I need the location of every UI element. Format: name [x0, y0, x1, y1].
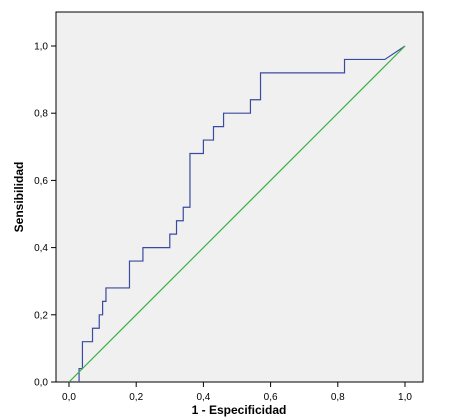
y-tick-label: 1,0 — [34, 42, 48, 53]
roc-curve-line — [78, 45, 406, 382]
y-tick-label: 0,2 — [34, 310, 48, 321]
y-tick-label: 0,6 — [34, 176, 48, 187]
series-group — [68, 45, 406, 383]
y-tick-label: 0,8 — [34, 109, 48, 120]
x-tick-label: 0,2 — [129, 392, 143, 403]
x-tick-label: 0,4 — [196, 392, 210, 403]
x-axis-title: 1 - Especificidad — [192, 403, 287, 417]
y-tick-label: 0,0 — [34, 378, 48, 389]
x-ticks: 0,0 0,2 0,4 0,6 0,8 1,0 — [62, 382, 412, 403]
x-tick-label: 0,0 — [62, 392, 76, 403]
x-tick-label: 0,8 — [331, 392, 345, 403]
y-ticks: 0,0 0,2 0,4 0,6 0,8 1,0 — [34, 42, 56, 389]
y-axis-title: Sensibilidad — [12, 162, 26, 233]
plot-area — [55, 11, 424, 383]
x-tick-label: 1,0 — [398, 392, 412, 403]
x-tick-label: 0,6 — [264, 392, 278, 403]
y-tick-label: 0,4 — [34, 243, 48, 254]
reference-diagonal-line — [68, 45, 406, 383]
